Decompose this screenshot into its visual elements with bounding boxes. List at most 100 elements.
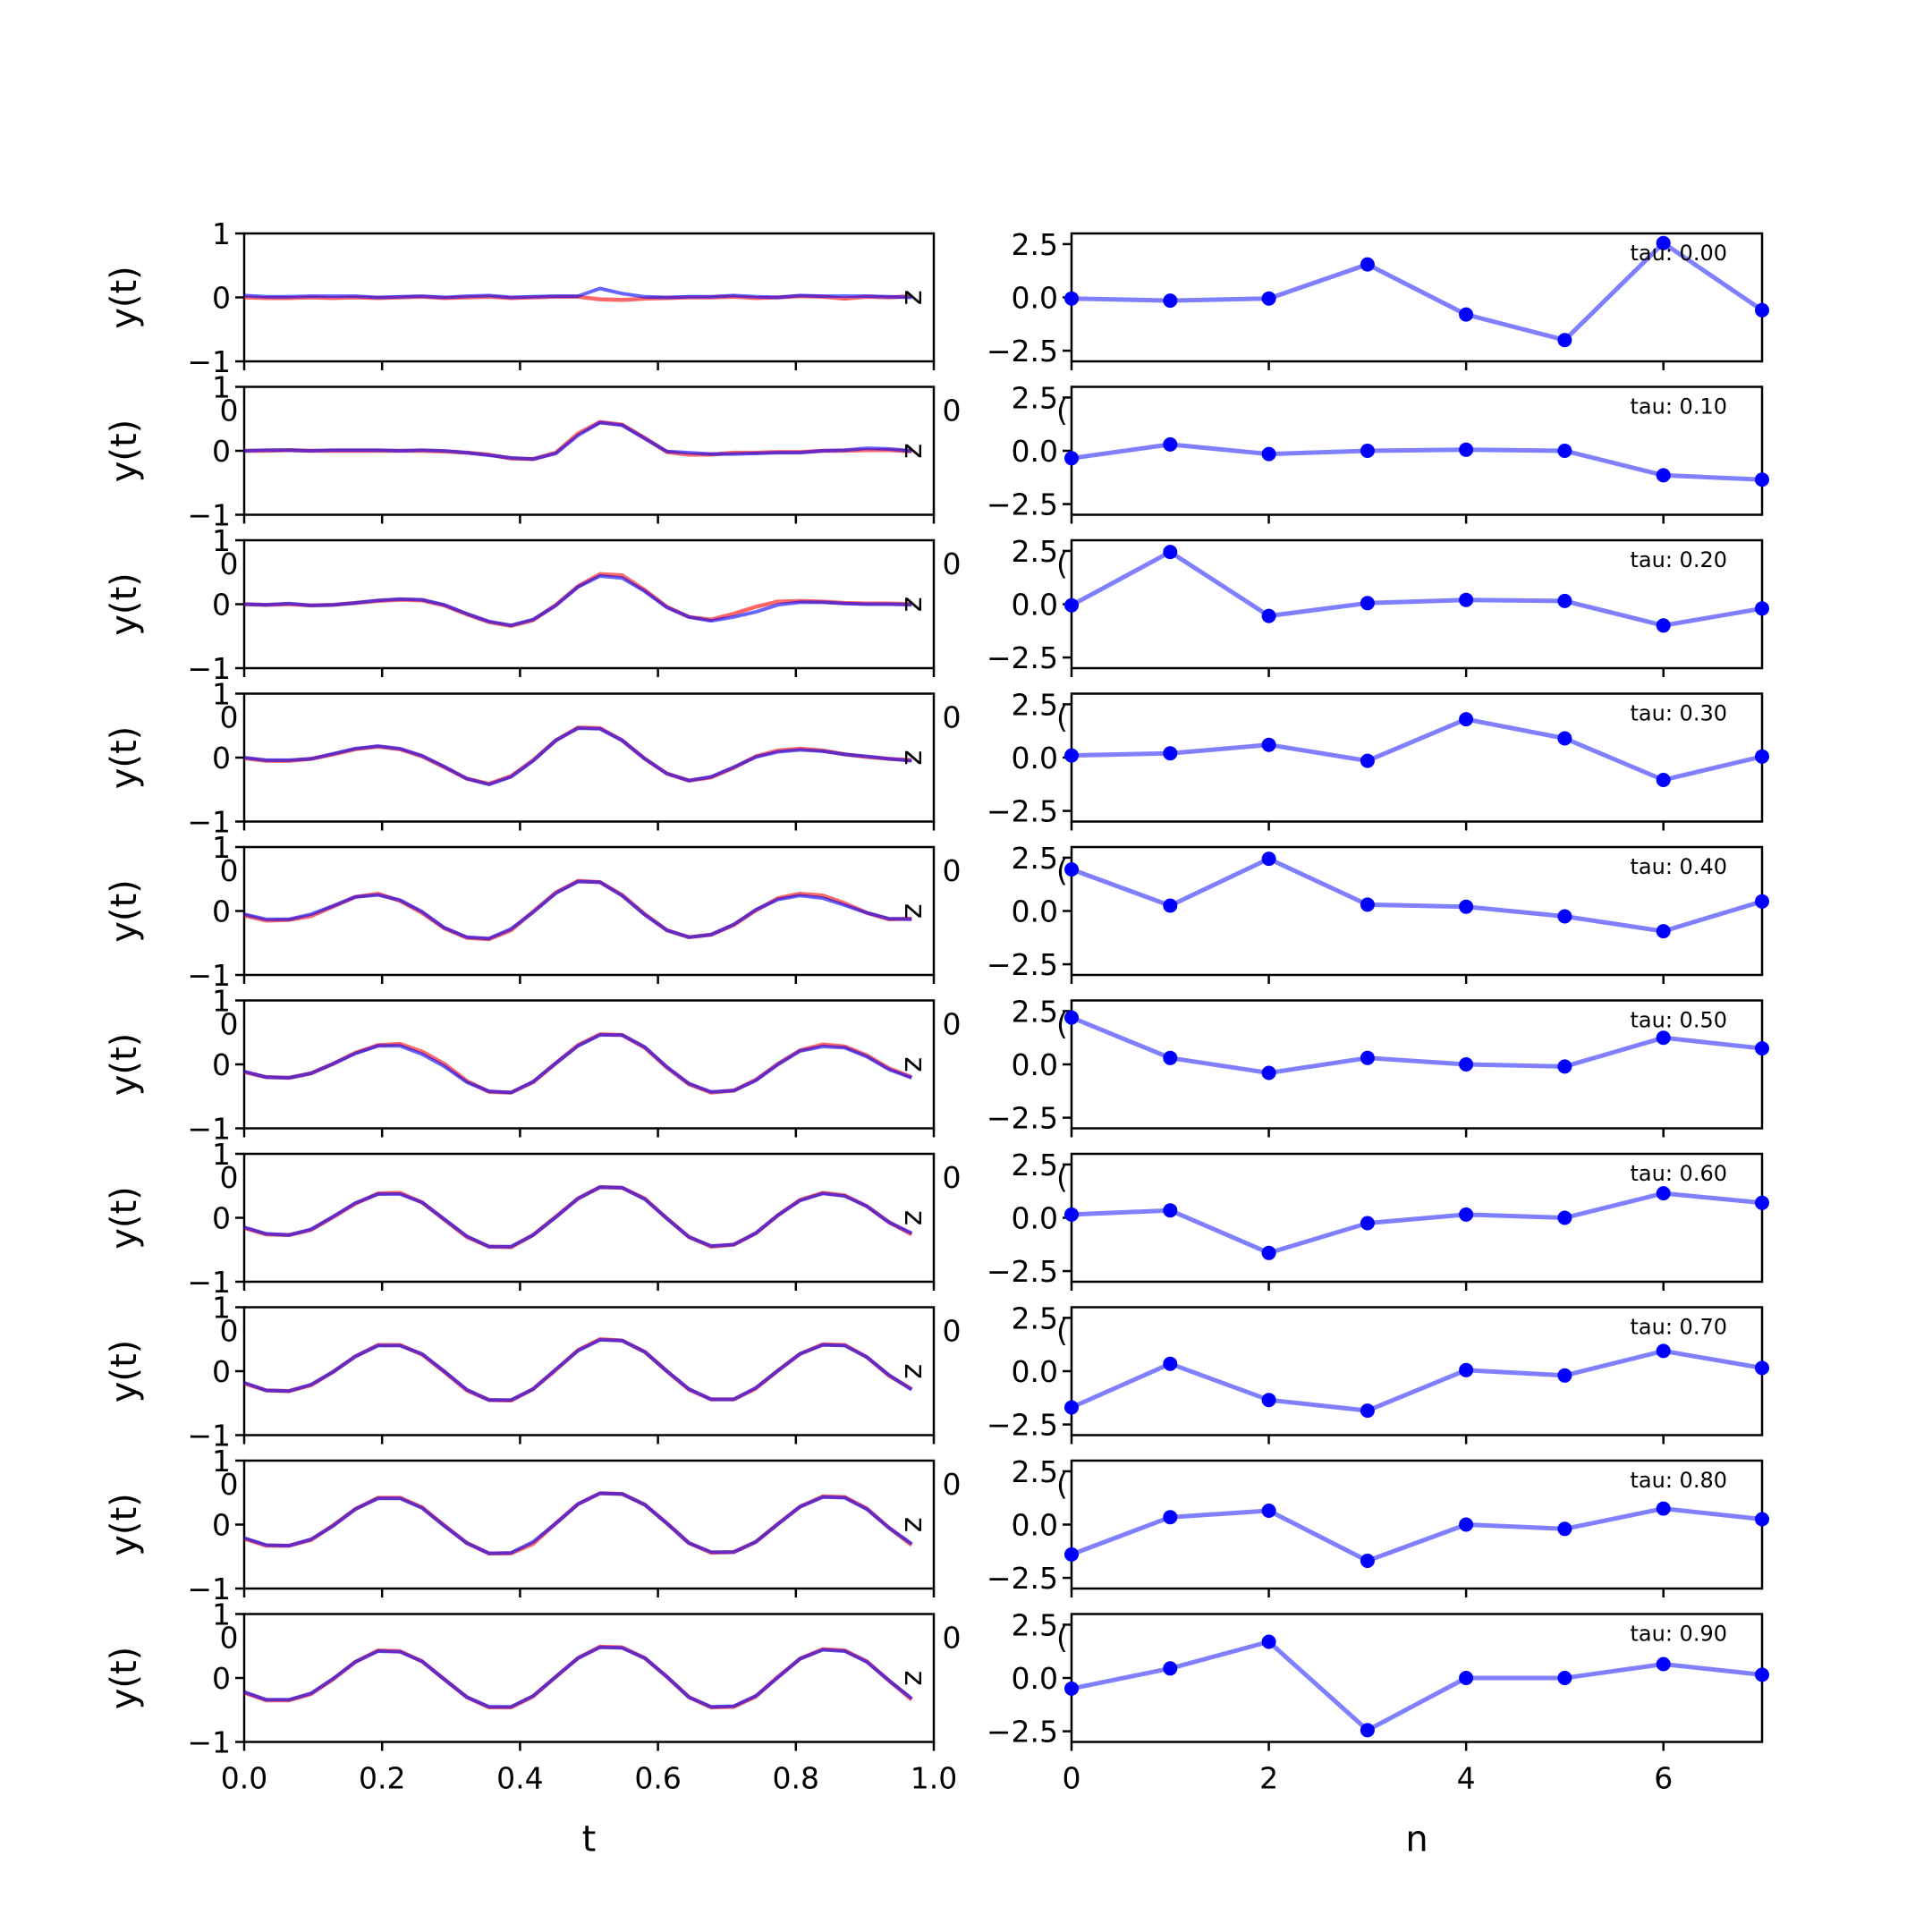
n-series-point [1261, 1393, 1276, 1408]
pred-series-line [243, 1033, 912, 1095]
left-x-tick-label: 0.2 [359, 1761, 405, 1796]
left-x-tick-artifact: 0 [220, 1160, 239, 1195]
pred-series-line [243, 1491, 913, 1555]
tau-label: tau: 0.80 [1631, 1468, 1727, 1493]
right-x-tick-artifact: 0 [943, 547, 962, 581]
pred-series-line [243, 1338, 913, 1402]
left-x-tick-label: 0.6 [634, 1761, 681, 1796]
n-series-point [1557, 1671, 1572, 1685]
right-x-tick-artifact: 0 [943, 853, 962, 888]
right-x-tick-artifact: 0 [943, 1007, 962, 1042]
n-series-point [1459, 442, 1474, 457]
true-series-line [243, 725, 912, 786]
n-series-point [1656, 618, 1671, 633]
right-y-tick-label: 0.0 [1012, 1508, 1058, 1543]
pred-series-line [243, 574, 912, 628]
left-panel-frame [242, 845, 936, 977]
n-series-point [1557, 593, 1572, 608]
right-x-tick-artifact: 0 [943, 394, 962, 428]
n-series-point [1163, 1356, 1178, 1371]
pred-series-line [243, 1185, 913, 1249]
left-y-tick-label: −1 [187, 651, 231, 686]
z-marker: z [898, 443, 933, 458]
n-series-point [1261, 737, 1276, 752]
right-x-tick-artifact-partial: ( [1056, 1007, 1068, 1042]
left-panel-frame [242, 1613, 936, 1743]
n-series-point [1459, 1517, 1474, 1532]
right-y-tick-label: 0.0 [1012, 1661, 1058, 1696]
right-y-tick-label: 0.0 [1012, 588, 1058, 623]
right-y-tick-label: −2.5 [987, 640, 1058, 675]
n-series-point [1360, 897, 1375, 912]
left-y-tick-label: −1 [187, 1265, 231, 1300]
right-y-tick-label: 0.0 [1012, 1047, 1058, 1082]
n-series-point [1557, 1210, 1572, 1225]
left-y-tick-label: 1 [212, 523, 231, 558]
left-panel-frame [242, 1459, 936, 1590]
true-series-line [243, 572, 912, 629]
n-series-point [1459, 592, 1474, 607]
right-x-tick-artifact-partial: ( [1056, 1160, 1068, 1195]
right-y-tick-label: 2.5 [1012, 841, 1058, 876]
right-x-tick-artifact: 0 [943, 1160, 962, 1195]
left-panel-frame [242, 1306, 936, 1436]
n-series-point [1459, 899, 1474, 914]
n-series-point [1755, 472, 1769, 487]
n-series-point [1261, 291, 1276, 306]
n-series-point [1163, 545, 1178, 560]
n-series-point [1656, 773, 1671, 787]
n-series-point [1064, 1400, 1079, 1415]
right-y-tick-label: 0.0 [1012, 434, 1058, 469]
n-series-point [1755, 1512, 1769, 1527]
tau-label: tau: 0.70 [1631, 1315, 1727, 1340]
n-series-point [1064, 1207, 1079, 1222]
n-series-point [1064, 1546, 1079, 1562]
n-series-point [1656, 468, 1671, 483]
right-y-tick-label: 2.5 [1012, 1148, 1058, 1182]
left-y-tick-label: 0 [212, 1354, 231, 1389]
n-series-point [1064, 451, 1079, 466]
right-y-tick-label: −2.5 [987, 1254, 1058, 1289]
n-series-point [1755, 302, 1769, 318]
n-series-point [1656, 1501, 1671, 1516]
n-series-point [1459, 1207, 1474, 1222]
right-x-tick-artifact: 0 [943, 1467, 962, 1502]
n-series-point [1755, 1360, 1769, 1376]
left-y-tick-label: −1 [187, 344, 231, 379]
n-series-point [1360, 1050, 1375, 1065]
left-y-tick-label: 0 [212, 741, 231, 775]
right-y-tick-label: 0.0 [1012, 1201, 1058, 1236]
right-y-tick-label: 2.5 [1012, 1454, 1058, 1489]
tau-label: tau: 0.40 [1631, 854, 1727, 879]
right-y-tick-label: 2.5 [1012, 1607, 1058, 1642]
n-series-point [1557, 1521, 1572, 1537]
n-series-point [1557, 909, 1572, 924]
n-series-point [1261, 446, 1276, 462]
z-marker: z [898, 750, 933, 765]
left-y-tick-label: 0 [212, 588, 231, 623]
left-y-axis-label: y(t) [104, 1340, 145, 1403]
z-marker: z [898, 1210, 933, 1225]
left-x-tick-artifact: 0 [220, 1467, 239, 1502]
right-y-tick-label: −2.5 [987, 794, 1058, 829]
n-series-point [1261, 852, 1276, 867]
n-series-point [1261, 608, 1276, 623]
pred-series-line [243, 726, 912, 786]
n-series-point [1459, 1362, 1474, 1377]
n-series-point [1656, 1030, 1671, 1046]
left-y-axis-label: y(t) [104, 572, 145, 636]
tau-label: tau: 0.60 [1631, 1161, 1727, 1186]
true-series-line [243, 1032, 913, 1095]
right-x-tick-artifact-partial: ( [1056, 1621, 1068, 1656]
n-series-point [1360, 596, 1375, 611]
tau-label: tau: 0.20 [1631, 547, 1727, 572]
n-series-point [1261, 1634, 1276, 1649]
right-x-tick-artifact-partial: ( [1056, 1314, 1068, 1349]
left-panel-frame [242, 1152, 936, 1284]
right-y-tick-label: 0.0 [1012, 281, 1058, 316]
left-y-tick-label: −1 [187, 1572, 231, 1606]
z-marker: z [898, 1056, 933, 1072]
n-series-line [1070, 549, 1763, 628]
left-panel-frame [242, 999, 936, 1130]
